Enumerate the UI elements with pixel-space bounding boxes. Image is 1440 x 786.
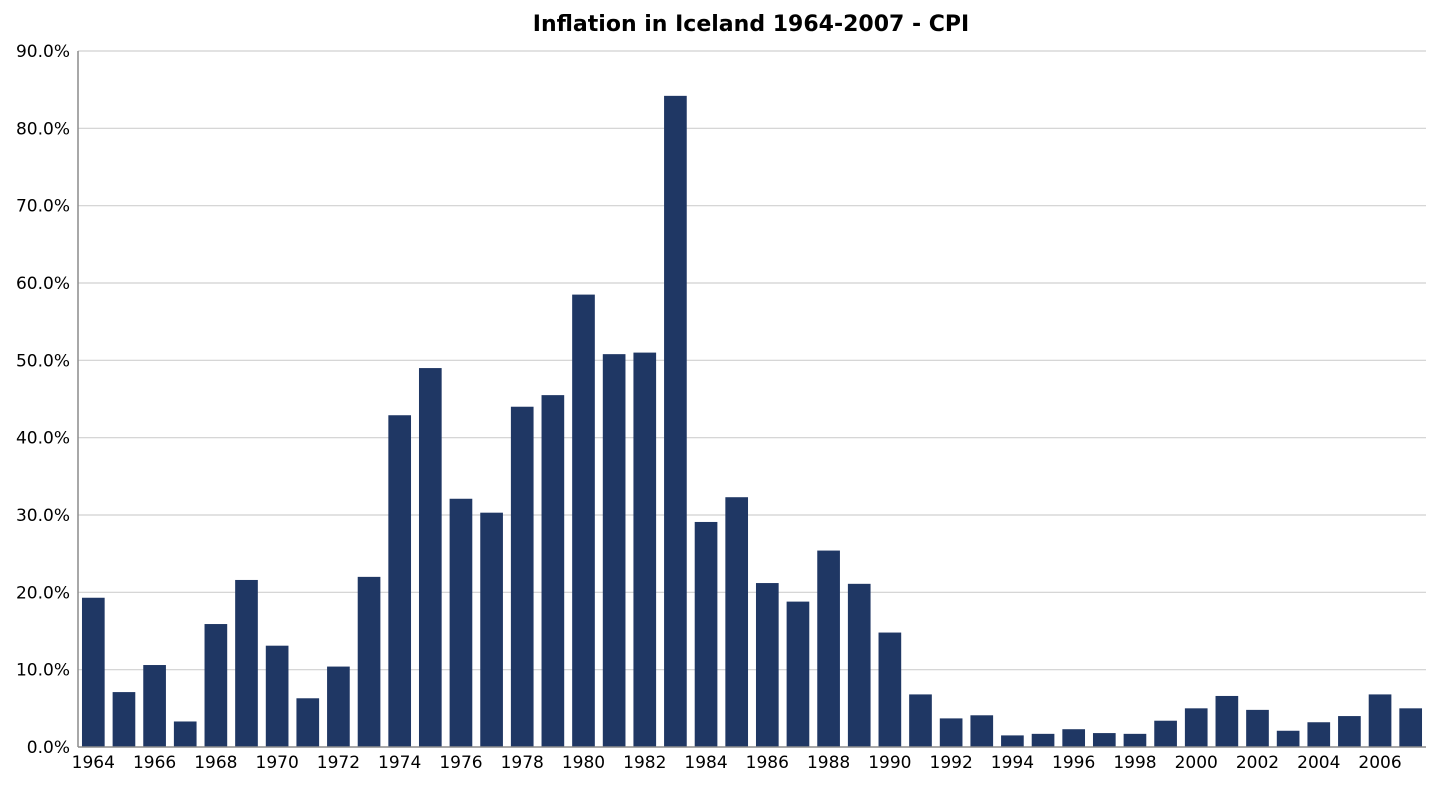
y-tick-label: 70.0%: [16, 197, 70, 217]
x-tick-label: 1990: [868, 753, 911, 773]
bar-1975: [418, 368, 442, 747]
bar-1966: [143, 665, 166, 747]
bar-1982: [633, 352, 657, 747]
bar-1993: [970, 715, 994, 747]
x-tick-label: 1992: [930, 753, 973, 773]
x-tick-label: 1988: [807, 753, 850, 773]
bar-1976: [449, 498, 473, 747]
bar-2007: [1399, 708, 1423, 747]
y-tick-label: 50.0%: [16, 351, 70, 371]
bar-1999: [1154, 720, 1177, 747]
bar-1981: [602, 354, 626, 747]
bar-2003: [1276, 730, 1300, 747]
bar-2006: [1368, 694, 1392, 747]
bar-1983: [664, 95, 687, 748]
bar-1995: [1031, 733, 1055, 747]
bar-1968: [204, 624, 228, 747]
bar-1967: [173, 721, 197, 747]
x-tick-label: 1972: [317, 753, 360, 773]
bar-1994: [1001, 735, 1024, 747]
bar-2005: [1338, 716, 1361, 747]
bar-1985: [725, 497, 749, 747]
gridlines: [78, 50, 1426, 671]
bar-1996: [1062, 729, 1086, 747]
bar-1978: [510, 406, 534, 747]
x-tick-label: 2004: [1297, 753, 1340, 773]
bar-1989: [847, 583, 871, 747]
bar-1974: [388, 415, 412, 747]
bar-1973: [357, 576, 381, 747]
y-tick-label: 80.0%: [16, 119, 70, 139]
axes: [77, 51, 1426, 748]
x-tick-label: 1964: [72, 753, 115, 773]
bar-1986: [755, 583, 779, 747]
y-tick-label: 60.0%: [16, 274, 70, 294]
x-tick-label: 2006: [1358, 753, 1401, 773]
bar-2001: [1215, 695, 1239, 747]
x-axis-tick-labels: 1964 1966 1968 1970 1972 1974 1976 1978 1980 1982…: [72, 753, 1402, 773]
x-tick-label: 1994: [991, 753, 1034, 773]
x-tick-label: 1978: [501, 753, 544, 773]
y-tick-label: 0.0%: [27, 738, 70, 758]
bar-1998: [1123, 733, 1147, 747]
x-tick-label: 1980: [562, 753, 605, 773]
x-tick-label: 1986: [746, 753, 789, 773]
x-tick-label: 2002: [1236, 753, 1279, 773]
bars: [81, 95, 1423, 748]
x-tick-label: 1998: [1113, 753, 1156, 773]
y-tick-label: 30.0%: [16, 506, 70, 526]
bar-1991: [909, 694, 932, 747]
x-tick-label: 1966: [133, 753, 176, 773]
x-tick-label: 1982: [623, 753, 666, 773]
bar-1988: [817, 550, 840, 747]
y-tick-label: 40.0%: [16, 429, 70, 449]
y-tick-label: 10.0%: [16, 661, 70, 681]
x-tick-label: 1996: [1052, 753, 1095, 773]
bar-1977: [480, 512, 503, 747]
x-tick-label: 1976: [439, 753, 482, 773]
x-tick-label: 1974: [378, 753, 421, 773]
y-tick-label: 20.0%: [16, 583, 70, 603]
bar-1979: [541, 395, 565, 747]
chart-title: Inflation in Iceland 1964-2007 - CPI: [533, 12, 969, 37]
bar-1965: [112, 692, 136, 747]
bar-1972: [327, 666, 350, 747]
x-tick-label: 1984: [684, 753, 727, 773]
bar-1969: [235, 579, 258, 747]
bar-1992: [939, 718, 963, 747]
bar-2002: [1246, 709, 1269, 747]
y-axis-tick-labels: 0.0% 10.0% 20.0% 30.0% 40.0% 50.0% 60.0% 70.0% 8…: [16, 42, 70, 758]
bar-1970: [265, 645, 289, 747]
bar-1990: [878, 632, 902, 747]
bar-1964: [81, 597, 105, 747]
bar-2004: [1307, 722, 1331, 747]
y-tick-label: 90.0%: [16, 42, 70, 62]
x-tick-label: 1968: [194, 753, 237, 773]
bar-2000: [1184, 708, 1208, 747]
x-tick-label: 1970: [256, 753, 299, 773]
bar-1984: [694, 521, 718, 747]
bar-1971: [296, 698, 320, 747]
bar-1997: [1092, 733, 1116, 747]
bar-1987: [786, 601, 810, 747]
bar-1980: [572, 294, 595, 747]
x-tick-label: 2000: [1175, 753, 1218, 773]
